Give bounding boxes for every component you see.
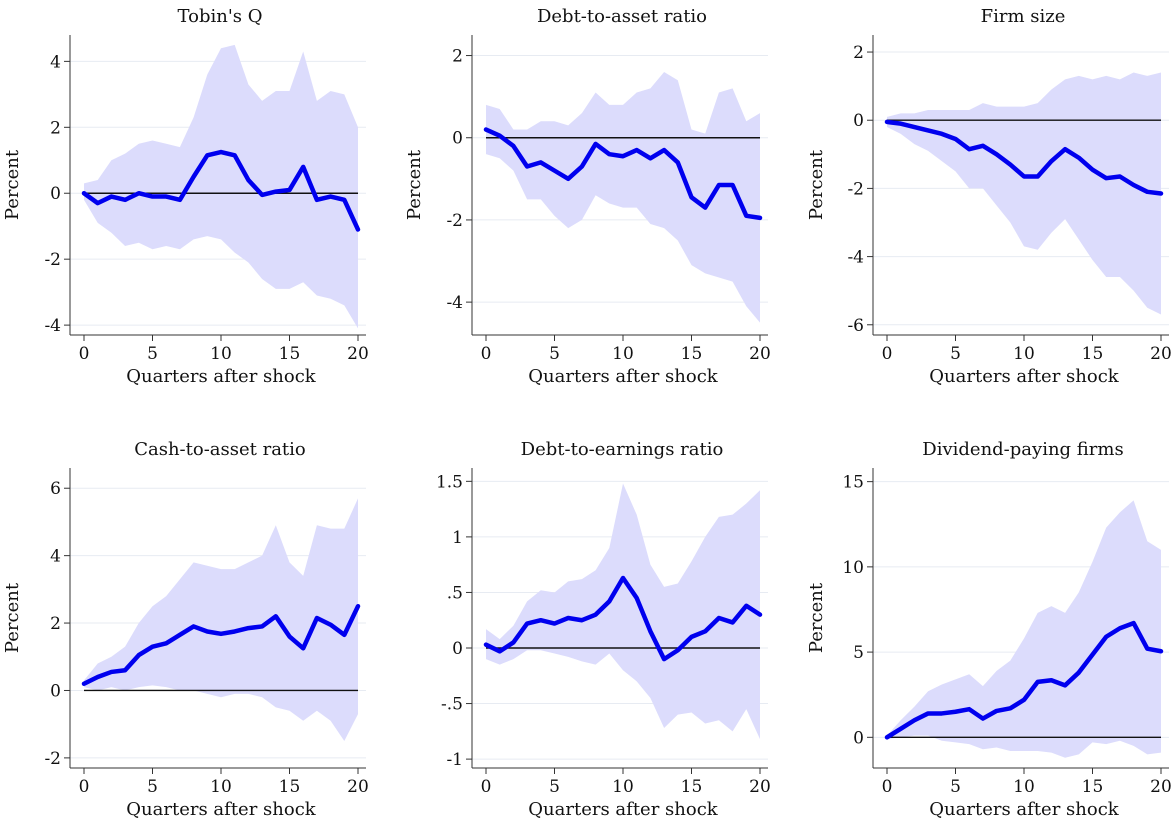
x-tick-label: 20 [1150,777,1172,797]
impulse-response-line [884,620,1164,740]
panel-title: Dividend-paying firms [922,439,1123,460]
y-axis-title: Percent [2,582,23,653]
y-tick-label: -6 [847,316,864,336]
x-tick-label: 0 [481,777,492,797]
y-tick-label: 5 [853,643,864,663]
impulse-response-line [483,575,763,662]
y-tick-label: .5 [447,583,463,603]
x-axis-title: Quarters after shock [528,799,718,820]
panel-1: -4 -2 0 2 4 0 5 10 15 20 Tobin's Q Quarters after s… [2,6,369,387]
x-tick-label: 15 [681,777,703,797]
y-tick-label: 6 [50,479,61,499]
y-tick-label: 0 [50,184,61,204]
x-tick-label: 20 [749,344,771,364]
y-tick-label: 0 [452,129,463,149]
y-axis-title: Percent [806,149,827,220]
panel-title: Debt-to-asset ratio [537,6,707,27]
x-tick-label: 15 [279,344,301,364]
y-tick-label: 2 [50,614,61,634]
confidence-band [84,44,358,329]
y-tick-label: 4 [50,52,61,72]
confidence-band [486,483,760,740]
y-tick-label: -4 [44,316,61,336]
x-tick-label: 10 [612,777,634,797]
x-tick-label: 5 [147,344,158,364]
y-tick-label: -.5 [441,695,463,715]
impulse-response-line [81,149,361,232]
y-tick-label: -2 [44,250,61,270]
confidence-band [887,500,1161,758]
panel-title: Tobin's Q [178,6,263,27]
x-tick-label: 5 [950,344,961,364]
confidence-band [84,498,358,742]
panel-title: Cash-to-asset ratio [134,439,306,460]
y-tick-label: -2 [446,211,463,231]
x-tick-label: 0 [79,344,90,364]
y-axis-title: Percent [404,149,425,220]
y-tick-label: -1 [446,750,463,770]
confidence-band [486,71,760,323]
x-tick-label: 10 [210,344,232,364]
impulse-response-line [483,127,763,221]
impulse-response-line [884,119,1164,196]
x-tick-label: 0 [481,344,492,364]
x-tick-label: 10 [210,777,232,797]
x-tick-label: 5 [549,777,560,797]
x-axis-title: Quarters after shock [528,366,718,387]
y-tick-label: 0 [452,639,463,659]
x-axis-title: Quarters after shock [126,799,316,820]
x-tick-label: 10 [612,344,634,364]
x-tick-label: 5 [147,777,158,797]
y-tick-label: 1.5 [436,472,463,492]
y-tick-label: 15 [842,473,864,493]
x-axis-title: Quarters after shock [126,366,316,387]
y-tick-label: 2 [50,118,61,138]
panel-title: Debt-to-earnings ratio [521,439,724,460]
x-tick-label: 20 [749,777,771,797]
x-tick-label: 20 [347,344,369,364]
y-tick-label: -4 [847,248,864,268]
panel-6: 0 5 10 15 0 5 10 15 20 Dividend-paying firms Quart… [806,439,1172,820]
y-tick-label: 0 [853,728,864,748]
panel-4: -2 0 2 4 6 0 5 10 15 20 Cash-to-asset ratio Quarter… [2,439,369,820]
y-tick-label: 4 [50,547,61,567]
x-tick-label: 20 [347,777,369,797]
confidence-band [887,72,1161,315]
x-tick-label: 0 [882,344,893,364]
x-tick-label: 5 [549,344,560,364]
x-tick-label: 0 [882,777,893,797]
y-axis-title: Percent [806,582,827,653]
x-tick-label: 10 [1013,344,1035,364]
x-tick-label: 15 [1082,777,1104,797]
x-axis-title: Quarters after shock [929,366,1119,387]
y-tick-label: -2 [847,179,864,199]
x-tick-label: 5 [950,777,961,797]
y-tick-label: -4 [446,293,463,313]
y-tick-label: 2 [853,43,864,63]
panel-title: Firm size [981,6,1066,27]
y-axis-title: Percent [2,149,23,220]
y-tick-label: 2 [452,47,463,67]
y-tick-label: 0 [853,111,864,131]
y-tick-label: 1 [452,528,463,548]
y-tick-label: 10 [842,558,864,578]
impulse-response-line [81,603,361,686]
y-tick-label: -2 [44,749,61,769]
y-tick-label: 0 [50,681,61,701]
x-tick-label: 15 [279,777,301,797]
x-tick-label: 15 [1082,344,1104,364]
x-tick-label: 0 [79,777,90,797]
x-tick-label: 15 [681,344,703,364]
x-axis-title: Quarters after shock [929,799,1119,820]
x-tick-label: 10 [1013,777,1035,797]
x-tick-label: 20 [1150,344,1172,364]
panel-5: -1 -.5 0 .5 1 1.5 0 5 10 15 20 Debt-to-earnings rat… [436,439,771,820]
